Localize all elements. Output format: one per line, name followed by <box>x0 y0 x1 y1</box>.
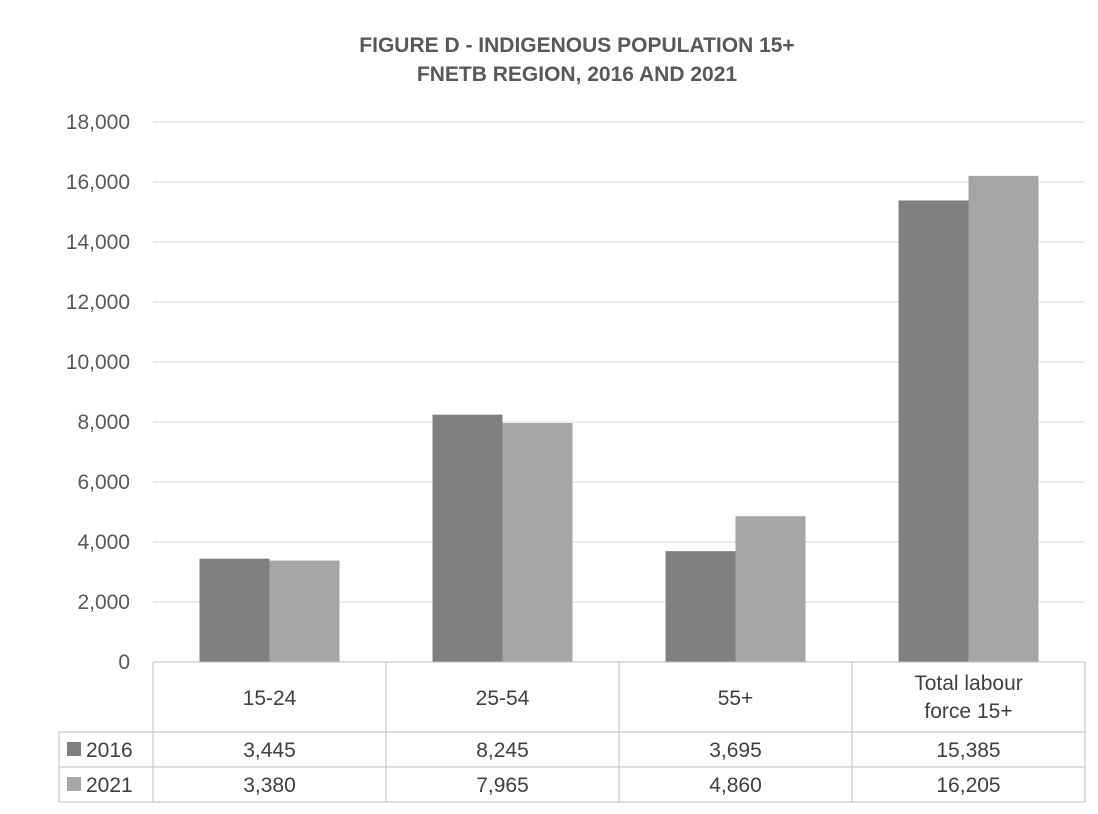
legend-label-2016: 2016 <box>86 739 133 762</box>
y-tick-label: 6,000 <box>77 471 130 494</box>
y-tick-label: 2,000 <box>77 591 130 614</box>
bar-2016 <box>432 414 503 662</box>
bar-2016 <box>898 200 969 662</box>
chart-title-line-1: FIGURE D - INDIGENOUS POPULATION 15+ <box>359 34 794 57</box>
y-tick-label: 8,000 <box>77 411 130 434</box>
y-tick-label: 14,000 <box>66 231 130 254</box>
y-tick-label: 10,000 <box>66 351 130 374</box>
y-tick-label: 16,000 <box>66 171 130 194</box>
chart-title-line-2: FNETB REGION, 2016 AND 2021 <box>417 63 737 86</box>
y-tick-label: 12,000 <box>66 291 130 314</box>
category-label: 55+ <box>718 687 754 710</box>
y-tick-label: 4,000 <box>77 531 130 554</box>
data-table-value: 15,385 <box>936 739 1000 762</box>
legend-label-2021: 2021 <box>86 774 133 797</box>
data-table-value: 3,380 <box>243 774 296 797</box>
bar-2021 <box>269 560 340 662</box>
data-table-value: 8,245 <box>476 739 529 762</box>
y-tick-label: 18,000 <box>66 111 130 134</box>
category-label: Total labour <box>914 672 1023 695</box>
data-table-value: 16,205 <box>936 774 1000 797</box>
data-table-value: 4,860 <box>709 774 762 797</box>
category-label: 15-24 <box>243 687 297 710</box>
y-tick-label: 0 <box>118 651 130 674</box>
bar-2021 <box>502 423 573 662</box>
bar-2016 <box>199 558 270 662</box>
data-table-value: 3,445 <box>243 739 296 762</box>
legend-key-2016 <box>67 742 81 756</box>
bar-2021 <box>968 175 1039 662</box>
category-label: 25-54 <box>476 687 530 710</box>
data-table-value: 3,695 <box>709 739 762 762</box>
plot-area: 0 2,000 4,000 6,000 8,000 10,000 12,000 14,000 1… <box>58 111 1086 803</box>
data-table-value: 7,965 <box>476 774 529 797</box>
legend-key-2021 <box>67 777 81 791</box>
bar-2021 <box>735 516 806 662</box>
bar-2016 <box>665 551 736 662</box>
category-label: force 15+ <box>924 700 1012 723</box>
